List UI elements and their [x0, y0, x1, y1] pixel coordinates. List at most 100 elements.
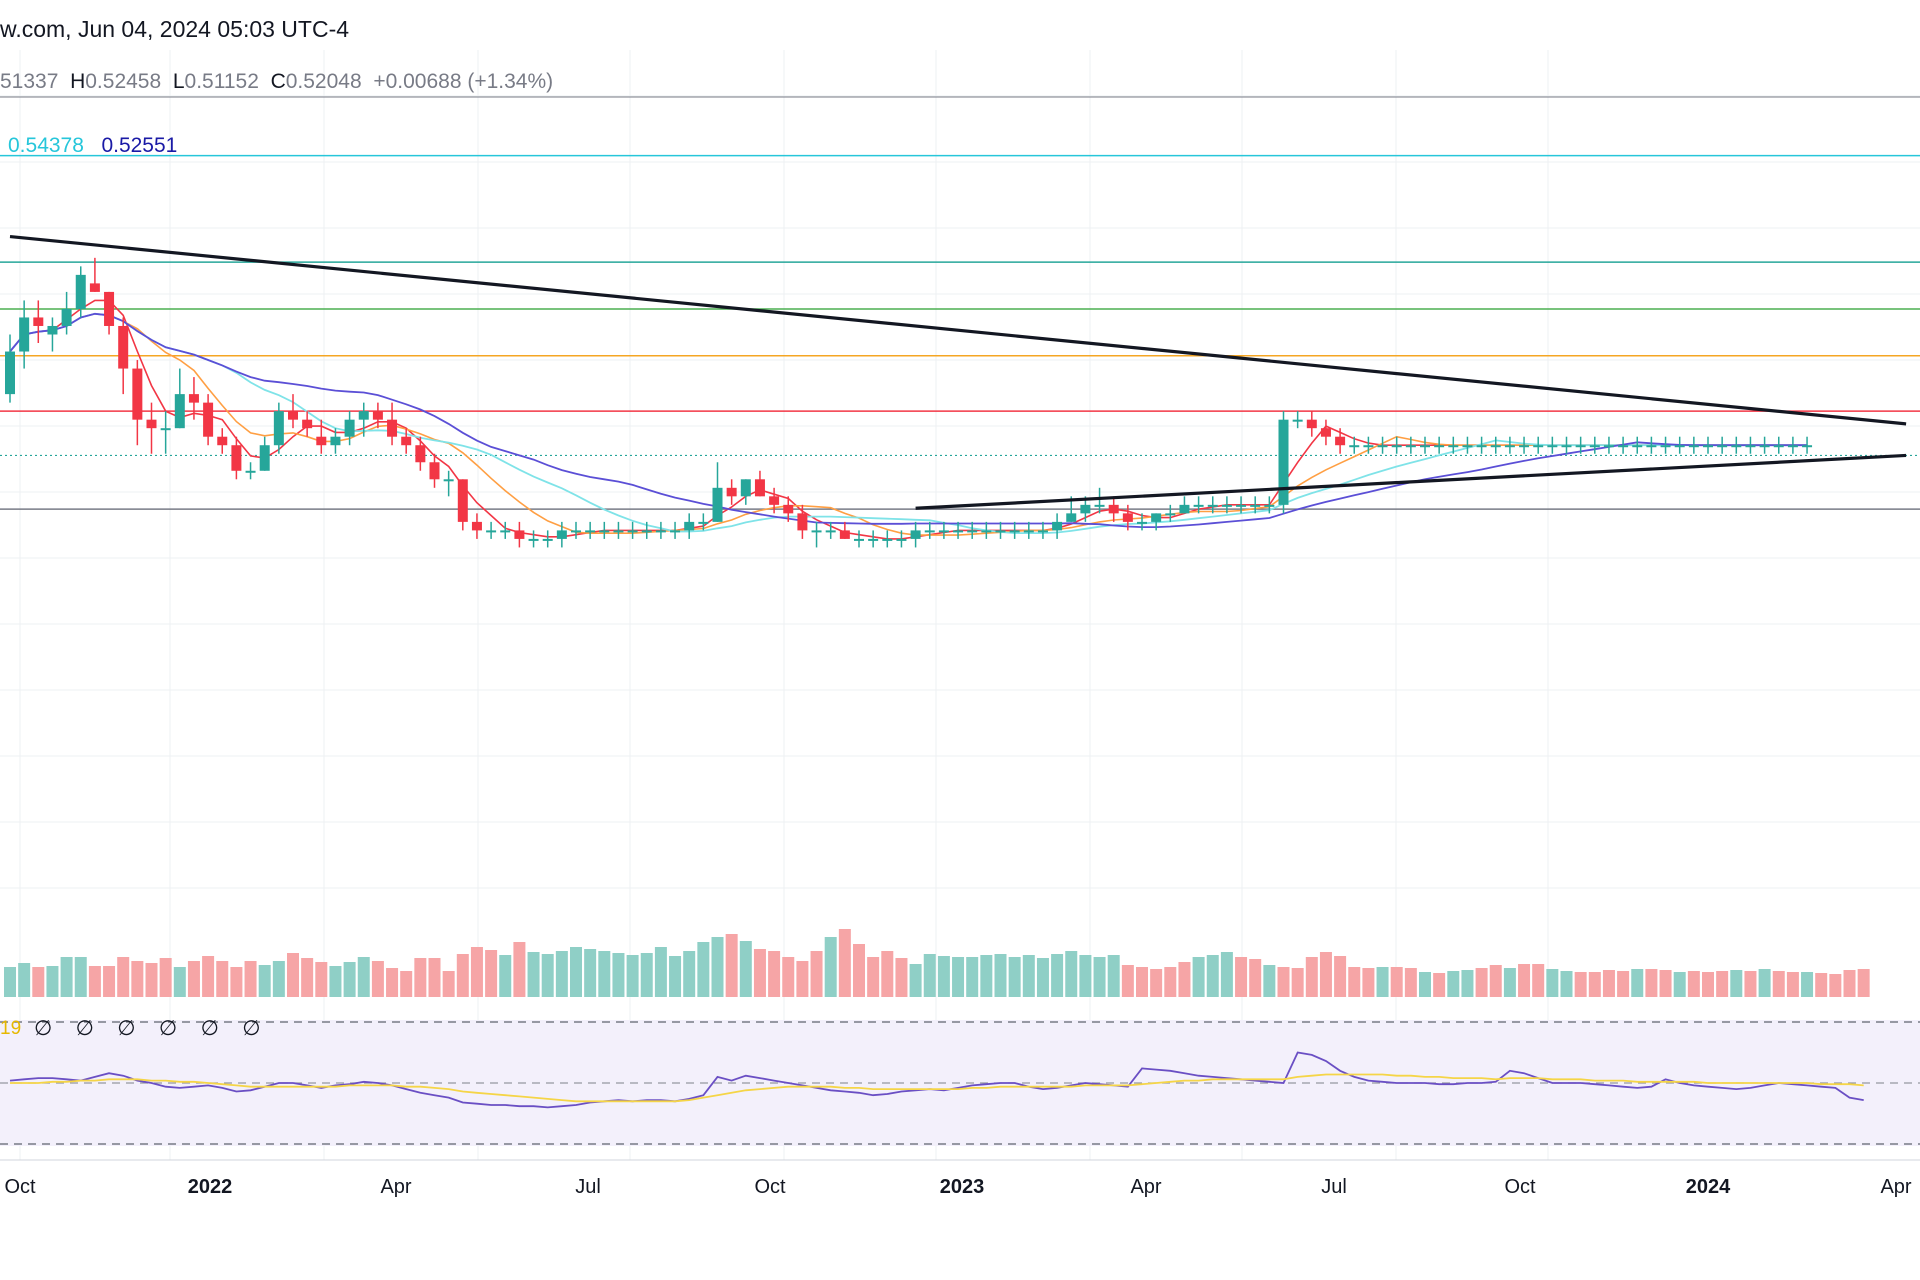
candle-body [839, 530, 850, 539]
candle-body [1193, 504, 1204, 507]
candle-body [1320, 428, 1331, 437]
candle-body [1207, 504, 1218, 507]
ma-line-orange [9, 312, 1807, 536]
candle-body [203, 402, 214, 437]
candle-body [471, 521, 482, 531]
candle-body [1335, 436, 1346, 446]
rsi-label: 19 [0, 1018, 22, 1039]
volume-bar [1079, 955, 1092, 997]
volume-bar [952, 957, 965, 997]
candle-body [1589, 445, 1600, 448]
volume-bar [1136, 967, 1148, 997]
na-marker: ∅ [34, 1017, 53, 1040]
candle-body [1674, 445, 1685, 448]
na-marker: ∅ [75, 1017, 94, 1040]
candle-body [882, 538, 893, 541]
candle-body [967, 530, 978, 533]
candle-body [217, 436, 228, 446]
volume-bar [258, 965, 271, 997]
ma-legend: 0.54378 0.52551 [8, 134, 177, 158]
candle-body [1490, 445, 1501, 448]
candle-body [160, 428, 171, 431]
candle-body [1731, 445, 1742, 448]
candle-body [1660, 445, 1671, 448]
candle-body [372, 411, 383, 420]
candle-body [330, 436, 341, 446]
rsi-ma-line [10, 1073, 1864, 1103]
volume-bar [159, 958, 172, 997]
candle-body [670, 530, 681, 533]
volume-bar [1107, 955, 1120, 997]
volume-bar [1334, 956, 1347, 997]
volume-bar [1518, 964, 1531, 997]
candle-body [825, 530, 836, 533]
candle-body [1094, 504, 1105, 507]
candle-body [316, 436, 327, 446]
candle-body [500, 530, 511, 533]
volume-bar [1461, 970, 1474, 997]
candle-body [1391, 445, 1402, 448]
volume-bar [202, 956, 215, 997]
volume-bar [1503, 968, 1516, 997]
volume-bar [1206, 955, 1219, 997]
candle-body [344, 419, 355, 437]
volume-bar [414, 958, 427, 997]
candle-body [655, 530, 666, 533]
volume-bar [1051, 954, 1064, 997]
candle-body [981, 530, 992, 533]
candle-body [245, 470, 256, 473]
volume-bar [287, 953, 299, 997]
candle-body [726, 487, 737, 497]
candle-body [938, 530, 949, 533]
volume-bar [301, 958, 314, 997]
volume-bar [1164, 967, 1177, 997]
volume-bar [1730, 970, 1743, 997]
volume-bar [1772, 971, 1785, 997]
candle-body [1533, 445, 1544, 448]
volume-bar [1659, 970, 1672, 997]
volume-bar [187, 961, 200, 997]
candle-body [1618, 445, 1629, 448]
candle-body [1434, 445, 1445, 448]
volume-bar [1829, 974, 1842, 997]
volume-bar [584, 949, 597, 997]
volume-bar [1121, 965, 1134, 997]
volume-bar [555, 951, 568, 997]
candle-body [1066, 513, 1077, 522]
volume-bar [1348, 967, 1361, 997]
volume-bar [1305, 957, 1318, 997]
volume-bar [60, 957, 73, 997]
volume-bar [768, 951, 781, 997]
volume-bar [32, 967, 45, 997]
candle-body [740, 479, 751, 497]
candle-body [1306, 419, 1317, 429]
volume-bar [725, 934, 738, 997]
candle-body [556, 530, 567, 539]
candle-body [599, 530, 610, 533]
volume-bar [853, 944, 865, 997]
volume-bar [400, 971, 413, 997]
volume-bar [244, 961, 257, 997]
candle-body [1717, 445, 1728, 448]
candle-body [953, 530, 964, 533]
candle-body [754, 479, 765, 497]
volume-bar [1758, 969, 1771, 997]
candle-body [698, 521, 709, 524]
candle-body [1787, 445, 1798, 448]
volume-bar [103, 966, 116, 997]
volume-bar [1489, 965, 1502, 997]
na-marker: ∅ [200, 1017, 219, 1040]
volume-bar [46, 966, 59, 997]
candle-body [1179, 504, 1190, 514]
volume-bar [570, 947, 582, 997]
candle-body [1236, 504, 1247, 507]
volume-bar [470, 947, 483, 997]
candle-body [1688, 445, 1699, 448]
volume-bar [1263, 965, 1276, 997]
volume-bar [173, 967, 186, 997]
volume-bar [626, 955, 639, 997]
volume-bar [1801, 972, 1814, 997]
x-axis-tick-label: Jul [575, 1176, 601, 1198]
candle-body [457, 479, 468, 522]
